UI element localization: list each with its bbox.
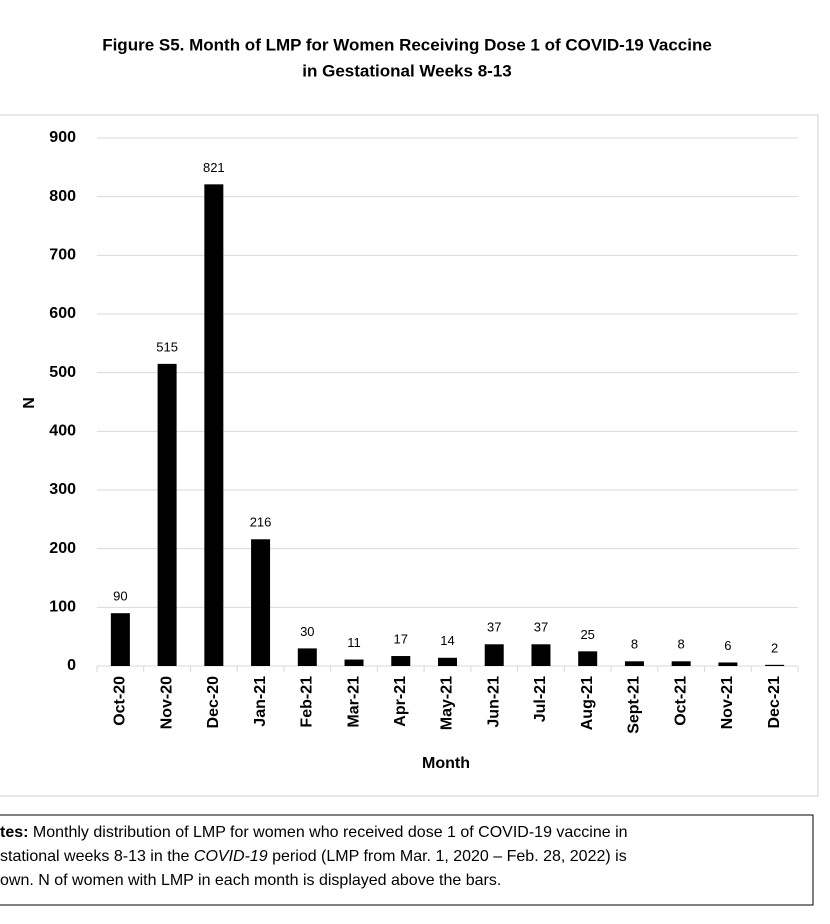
x-axis-label: Month [422, 755, 470, 772]
value-label: 515 [156, 339, 178, 354]
x-tick-label: Nov-20 [158, 676, 175, 729]
x-tick-label: Jan-21 [252, 676, 269, 727]
x-tick-label: Oct-20 [112, 676, 129, 726]
x-tick-label: Aug-21 [579, 676, 596, 730]
notes-text: stational weeks 8-13 in the [0, 848, 194, 865]
value-label: 216 [250, 515, 272, 530]
x-tick-label: Feb-21 [299, 676, 316, 728]
x-tick-label: May-21 [439, 676, 456, 730]
y-tick-label: 900 [49, 129, 76, 146]
value-label: 17 [394, 631, 408, 646]
bar [718, 662, 738, 666]
y-tick-label: 800 [49, 188, 76, 205]
x-tick-label: Nov-21 [719, 676, 736, 729]
x-tick-label: Apr-21 [392, 676, 409, 727]
notes: tes: Monthly distribution of LMP for wom… [0, 824, 628, 889]
value-label: 30 [300, 624, 314, 639]
x-tick-label: Jul-21 [532, 676, 549, 722]
y-tick-label: 400 [49, 423, 76, 440]
x-tick-label: Oct-21 [672, 676, 689, 726]
notes-label: tes: [0, 824, 28, 841]
bar [391, 656, 411, 666]
bar [297, 648, 317, 666]
notes-text: period (LMP from Mar. 1, 2020 – Feb. 28,… [268, 848, 627, 865]
y-tick-label: 300 [49, 481, 76, 498]
notes-box [0, 814, 814, 906]
value-label: 25 [580, 627, 594, 642]
value-label: 11 [347, 635, 361, 650]
notes-text: COVID-19 [194, 848, 268, 865]
x-tick-label: Dec-20 [205, 676, 222, 729]
value-label: 90 [113, 589, 127, 604]
value-label: 14 [440, 633, 454, 648]
y-axis-label: N [21, 397, 38, 409]
value-label: 37 [534, 620, 548, 635]
chart-title: in Gestational Weeks 8-13 [302, 61, 511, 80]
y-tick-label: 700 [49, 247, 76, 264]
bar [484, 644, 504, 666]
x-tick-label: Sept-21 [626, 676, 643, 734]
bar [578, 651, 598, 666]
y-tick-label: 200 [49, 540, 76, 557]
chart-frame [0, 114, 819, 797]
value-label: 6 [724, 638, 731, 653]
x-tick-label: Mar-21 [345, 676, 362, 728]
bar [110, 613, 130, 666]
bar [251, 539, 271, 666]
x-tick-label: Dec-21 [766, 676, 783, 729]
x-tick-label: Jun-21 [485, 676, 502, 728]
bar [344, 659, 364, 666]
notes-text: Monthly distribution of LMP for women wh… [28, 824, 627, 841]
bar [671, 661, 691, 666]
bar [157, 363, 177, 666]
bar [531, 644, 551, 666]
bar [765, 664, 785, 666]
bar [204, 184, 224, 666]
bar [438, 657, 457, 666]
bar [624, 661, 644, 666]
y-tick-label: 500 [49, 364, 76, 381]
y-tick-label: 100 [49, 599, 76, 616]
value-label: 8 [678, 637, 685, 652]
value-label: 37 [487, 620, 501, 635]
y-tick-label: 0 [67, 657, 76, 674]
value-label: 8 [631, 637, 638, 652]
notes-text: own. N of women with LMP in each month i… [0, 872, 501, 889]
value-label: 821 [203, 160, 225, 175]
y-tick-label: 600 [49, 305, 76, 322]
value-label: 2 [771, 640, 778, 655]
chart-title: Figure S5. Month of LMP for Women Receiv… [102, 35, 712, 54]
